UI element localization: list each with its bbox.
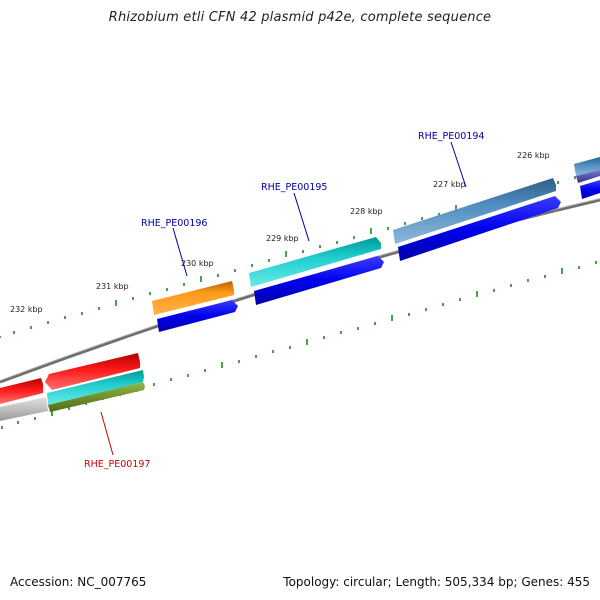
leader-RHE_PE00194 bbox=[450, 141, 467, 188]
gene-label-RHE_PE00197[interactable]: RHE_PE00197 bbox=[84, 459, 150, 470]
gene-olive-inner[interactable] bbox=[48, 382, 145, 412]
gene-cyan-inner[interactable] bbox=[47, 370, 144, 405]
gene-red-RHE_PE00197[interactable] bbox=[45, 353, 140, 390]
tick-label-226: 226 kbp bbox=[517, 151, 550, 160]
gene-purple-edge[interactable] bbox=[576, 170, 600, 183]
gene-label-RHE_PE00195[interactable]: RHE_PE00195 bbox=[261, 182, 327, 193]
gene-label-RHE_PE00194[interactable]: RHE_PE00194 bbox=[418, 131, 484, 142]
tick-label-230: 230 kbp bbox=[181, 259, 214, 268]
leader-RHE_PE00195 bbox=[293, 192, 310, 242]
cds-blue-edge[interactable] bbox=[580, 180, 600, 199]
gene-red-left[interactable] bbox=[0, 378, 43, 404]
gene-cyan-RHE_PE00195[interactable] bbox=[249, 237, 381, 287]
tick-label-229: 229 kbp bbox=[266, 234, 299, 243]
gene-steelblue-RHE_PE00194[interactable] bbox=[393, 178, 556, 244]
accession-text: Accession: NC_007765 bbox=[10, 575, 147, 589]
tick-label-227: 227 kbp bbox=[433, 180, 466, 189]
gene-gray-left[interactable] bbox=[0, 397, 48, 421]
leader-RHE_PE00196 bbox=[172, 227, 188, 277]
tick-label-231: 231 kbp bbox=[96, 282, 129, 291]
map-title: Rhizobium etli CFN 42 plasmid p42e, comp… bbox=[108, 10, 492, 25]
cds-blue-229kbp[interactable] bbox=[254, 256, 384, 305]
gene-label-RHE_PE00196[interactable]: RHE_PE00196 bbox=[141, 218, 207, 229]
gene-steelblue-edge[interactable] bbox=[574, 157, 600, 176]
tick-label-228: 228 kbp bbox=[350, 207, 383, 216]
cds-blue-227kbp[interactable] bbox=[398, 196, 561, 261]
gene-orange-RHE_PE00196[interactable] bbox=[152, 281, 234, 315]
cds-blue-230kbp[interactable] bbox=[157, 300, 238, 332]
topology-summary-text: Topology: circular; Length: 505,334 bp; … bbox=[283, 575, 590, 589]
tick-label-232: 232 kbp bbox=[10, 305, 43, 314]
leader-RHE_PE00197 bbox=[100, 411, 114, 456]
